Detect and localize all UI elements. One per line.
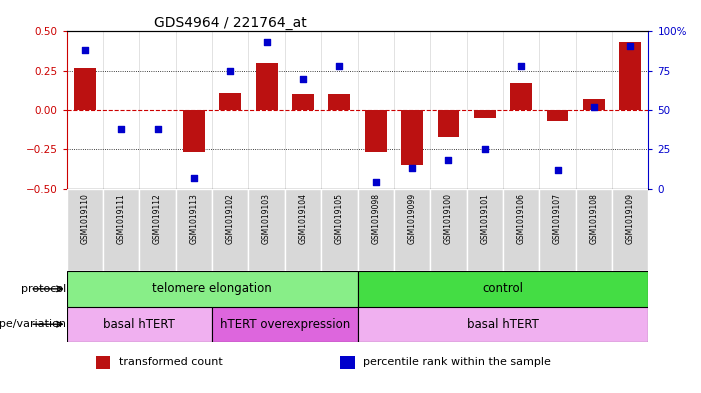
Text: GSM1019106: GSM1019106 xyxy=(517,193,526,244)
Text: GSM1019104: GSM1019104 xyxy=(299,193,308,244)
Text: GSM1019109: GSM1019109 xyxy=(626,193,634,244)
Bar xyxy=(139,189,176,271)
Text: GSM1019107: GSM1019107 xyxy=(553,193,562,244)
Bar xyxy=(467,189,503,271)
Text: telomere elongation: telomere elongation xyxy=(152,282,272,296)
Bar xyxy=(437,110,459,137)
Bar xyxy=(401,110,423,165)
Point xyxy=(189,174,200,181)
Point xyxy=(79,47,90,53)
Text: GSM1019100: GSM1019100 xyxy=(444,193,453,244)
Bar xyxy=(340,356,355,369)
Text: GSM1019101: GSM1019101 xyxy=(480,193,489,244)
Text: GSM1019105: GSM1019105 xyxy=(335,193,343,244)
Bar xyxy=(248,189,285,271)
Bar xyxy=(620,42,641,110)
Text: basal hTERT: basal hTERT xyxy=(467,318,539,331)
Text: GSM1019102: GSM1019102 xyxy=(226,193,235,244)
Text: hTERT overexpression: hTERT overexpression xyxy=(219,318,350,331)
Bar xyxy=(474,110,496,118)
Bar xyxy=(358,307,648,342)
Bar xyxy=(358,271,648,307)
Bar xyxy=(583,99,605,110)
Point xyxy=(370,179,381,185)
Bar xyxy=(503,189,539,271)
Bar xyxy=(285,189,321,271)
Bar xyxy=(67,189,103,271)
Point xyxy=(407,165,418,171)
Bar xyxy=(612,189,648,271)
Bar xyxy=(212,189,248,271)
Bar xyxy=(256,63,278,110)
Bar xyxy=(219,93,241,110)
Text: GSM1019099: GSM1019099 xyxy=(407,193,416,244)
Point xyxy=(443,157,454,163)
Point xyxy=(297,75,308,82)
Text: control: control xyxy=(482,282,524,296)
Bar xyxy=(430,189,467,271)
Text: GSM1019113: GSM1019113 xyxy=(189,193,198,244)
Point xyxy=(116,126,127,132)
Text: basal hTERT: basal hTERT xyxy=(103,318,175,331)
Text: GSM1019110: GSM1019110 xyxy=(81,193,89,244)
Text: GSM1019103: GSM1019103 xyxy=(262,193,271,244)
Bar xyxy=(510,83,532,110)
Bar xyxy=(365,110,387,152)
Point xyxy=(152,126,163,132)
Point xyxy=(625,42,636,49)
Text: GSM1019111: GSM1019111 xyxy=(116,193,125,244)
Text: GSM1019108: GSM1019108 xyxy=(590,193,599,244)
Bar xyxy=(212,307,358,342)
Bar xyxy=(321,189,358,271)
Point xyxy=(515,63,526,69)
Text: genotype/variation: genotype/variation xyxy=(0,319,67,329)
Text: percentile rank within the sample: percentile rank within the sample xyxy=(363,357,551,367)
Text: GSM1019098: GSM1019098 xyxy=(372,193,380,244)
Bar xyxy=(292,94,314,110)
Bar xyxy=(67,307,212,342)
Text: protocol: protocol xyxy=(21,284,67,294)
Point xyxy=(588,104,599,110)
Bar xyxy=(67,271,358,307)
Point xyxy=(334,63,345,69)
Bar xyxy=(328,94,350,110)
Point xyxy=(261,39,272,46)
Bar xyxy=(176,189,212,271)
Bar xyxy=(394,189,430,271)
Bar xyxy=(358,189,394,271)
Bar xyxy=(576,189,612,271)
Bar xyxy=(183,110,205,152)
Point xyxy=(479,146,491,152)
Bar xyxy=(103,189,139,271)
Point xyxy=(224,68,236,74)
Bar xyxy=(547,110,569,121)
Text: GSM1019112: GSM1019112 xyxy=(153,193,162,244)
Bar xyxy=(74,68,95,110)
Point xyxy=(552,167,563,173)
Bar xyxy=(95,356,110,369)
Text: transformed count: transformed count xyxy=(119,357,223,367)
Bar xyxy=(539,189,576,271)
Text: GDS4964 / 221764_at: GDS4964 / 221764_at xyxy=(154,17,306,30)
